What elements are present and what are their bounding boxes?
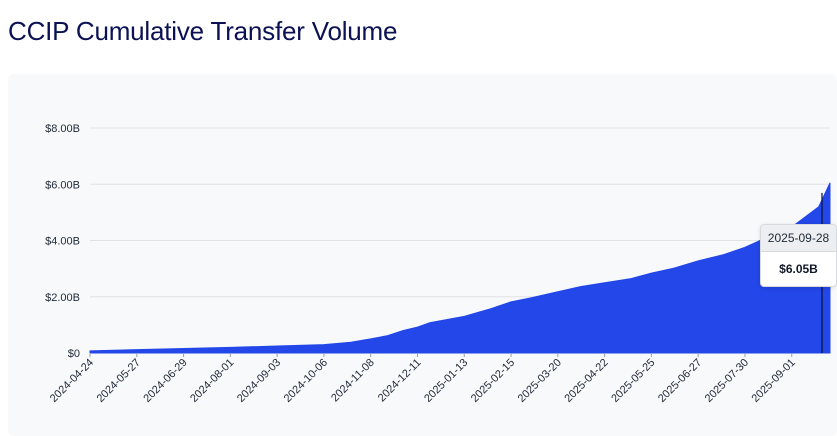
x-tick-label: 2024-09-03 [235, 357, 283, 405]
y-tick-label: $2.00B [45, 292, 80, 304]
x-tick-label: 2024-08-01 [188, 357, 236, 405]
tooltip-date: 2025-09-28 [761, 225, 836, 252]
x-tick-label: 2024-06-29 [141, 357, 189, 405]
x-tick-label: 2025-06-27 [656, 357, 704, 405]
page-title: CCIP Cumulative Transfer Volume [8, 16, 398, 46]
y-tick-label: $0 [68, 348, 80, 360]
cumulative-volume-chart[interactable]: $0$2.00B$4.00B$6.00B$8.00B2024-04-242024… [8, 74, 837, 436]
x-tick-label: 2025-03-20 [516, 357, 564, 405]
x-tick-label: 2025-04-22 [562, 357, 610, 405]
chart-tooltip: 2025-09-28 $6.05B [760, 224, 837, 287]
y-tick-label: $6.00B [45, 179, 80, 191]
cumulative-volume-area [89, 182, 831, 354]
chart-panel: $0 $2.00B $4.00B $6.00B $8.00B 2024-04-24 2024… [8, 74, 837, 436]
x-tick-label: 2025-09-01 [750, 357, 798, 405]
y-tick-label: $4.00B [45, 236, 80, 248]
x-tick-label: 2025-01-13 [422, 357, 470, 405]
x-tick-label: 2025-02-15 [469, 357, 517, 405]
y-tick-label: $8.00B [45, 123, 80, 135]
x-tick-label: 2024-04-24 [48, 357, 96, 405]
x-tick-label: 2024-05-27 [95, 357, 143, 405]
x-tick-label: 2024-12-11 [376, 357, 424, 405]
x-tick-label: 2025-05-25 [609, 357, 657, 405]
x-tick-label: 2024-10-06 [282, 357, 330, 405]
x-tick-label: 2024-11-08 [329, 357, 377, 405]
tooltip-value: $6.05B [779, 262, 818, 276]
x-tick-label: 2025-07-30 [703, 357, 751, 405]
